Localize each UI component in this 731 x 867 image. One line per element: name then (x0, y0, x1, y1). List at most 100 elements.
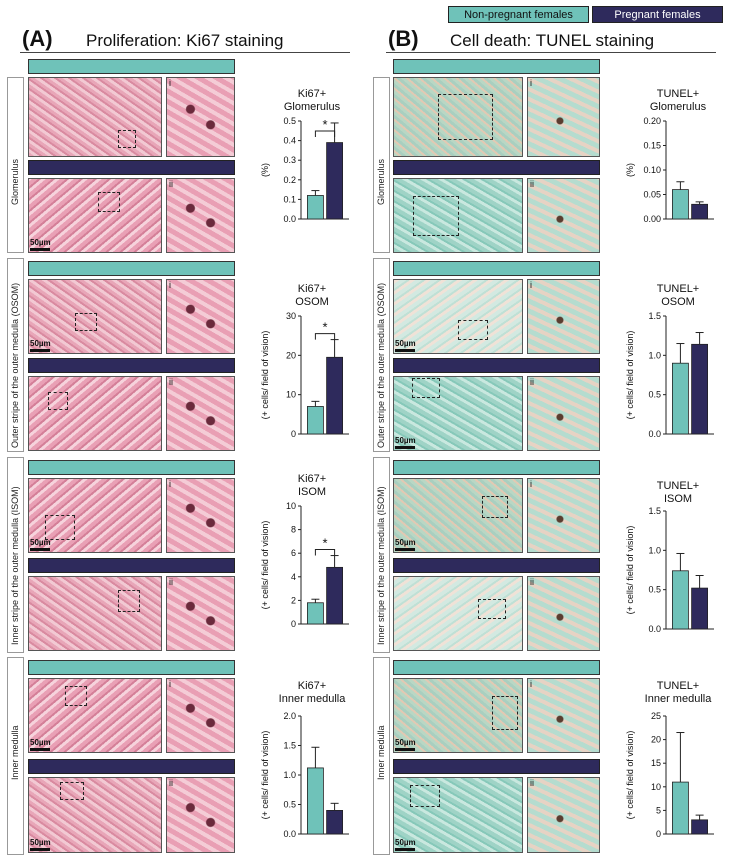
inset-a-osom-ii (166, 376, 235, 451)
y-tick-label: 1.0 (648, 545, 661, 555)
scale-bar-b-isom (395, 548, 415, 551)
y-tick-label: 0.0 (648, 429, 661, 439)
micrograph-a-osom-preg (28, 376, 162, 451)
group-bar-b-glom-preg (393, 160, 600, 175)
inset-a-osom-i (166, 279, 235, 354)
scale-text-a-glom: 50µm (30, 238, 51, 247)
region-frame-a-isom (7, 457, 24, 653)
chart-a4-title-1: Ki67+ (297, 680, 327, 692)
micrograph-b-osom-preg (393, 376, 523, 451)
y-tick-label: 4 (291, 572, 296, 582)
region-label-a-glomerulus: Glomerulus (10, 158, 20, 205)
bar-pregnant (326, 356, 343, 435)
scale-text-b-osom-1: 50µm (395, 339, 416, 348)
chart-a3-title-1: Ki67+ (297, 473, 327, 485)
bar-pregnant (326, 810, 343, 835)
chart-b3: 0.0 0.5 1.0 1.5 (+ cells/ field of vision) (625, 506, 714, 634)
y-axis-label: (%) (625, 163, 635, 177)
y-tick-label: 0.3 (283, 155, 296, 165)
y-tick-label: 20 (651, 735, 661, 745)
bar-non-pregnant (672, 362, 689, 435)
significance-bracket (314, 130, 336, 137)
bar-pregnant (326, 142, 343, 220)
y-tick-label: 1.5 (283, 741, 296, 751)
bar-pregnant (691, 587, 708, 630)
significance-star: * (322, 320, 327, 335)
inset-b-glom-ii (527, 178, 600, 253)
scale-bar-b-osom-1 (395, 349, 415, 352)
scale-bar-b-inner-1 (395, 748, 415, 751)
group-bar-a-glom-nonpreg (28, 59, 235, 74)
group-bar-b-inner-nonpreg (393, 660, 600, 675)
micrograph-b-isom-preg (393, 576, 523, 651)
region-label-a-inner: Inner medulla (10, 725, 20, 780)
y-tick-label: 1.0 (648, 350, 661, 360)
panel-a-title: Proliferation: Ki67 staining (86, 31, 284, 50)
scale-text-b-osom-2: 50µm (395, 436, 416, 445)
zoom-box-b-inner-ii (410, 785, 440, 807)
y-tick-label: 0.15 (643, 141, 661, 151)
zoom-box-a-isom-ii (118, 590, 140, 612)
y-tick-label: 0.10 (643, 165, 661, 175)
zoom-box-a-inner-i (65, 686, 87, 706)
panel-b-rule (386, 52, 716, 53)
group-bar-b-glom-nonpreg (393, 59, 600, 74)
chart-a2-title-1: Ki67+ (297, 283, 327, 295)
zoom-box-a-isom-i (45, 515, 75, 540)
inset-b-osom-ii (527, 376, 600, 451)
zoom-box-a-inner-ii (60, 782, 84, 800)
scale-text-b-isom: 50µm (395, 538, 416, 547)
micrograph-b-inner-nonpreg (393, 678, 523, 753)
scale-text-a-osom-1: 50µm (30, 339, 51, 348)
inset-label-a-glom-ii: ii (169, 179, 173, 189)
micrograph-b-inner-preg (393, 777, 523, 853)
inset-label-a-inner-i: i (169, 679, 171, 689)
chart-a3-title-2: ISOM (297, 486, 327, 498)
group-bar-a-isom-preg (28, 558, 235, 573)
chart-a2: 0 10 20 30 (+ cells/ field of vision) * (260, 311, 349, 439)
chart-a1-title-1: Ki67+ (297, 88, 327, 100)
chart-b2-title-1: TUNEL+ (656, 283, 700, 295)
group-bar-a-glom-preg (28, 160, 235, 175)
legend-pregnant: Pregnant females (592, 6, 723, 23)
chart-title-a2: Ki67+ OSOM (262, 283, 362, 309)
chart-title-b2: TUNEL+ OSOM (628, 283, 728, 309)
y-tick-label: 2.0 (283, 711, 296, 721)
y-tick-label: 30 (286, 311, 296, 321)
bar-non-pregnant (672, 189, 689, 220)
inset-label-a-inner-ii: ii (169, 778, 173, 788)
zoom-box-b-inner-i (492, 696, 518, 730)
region-frame-a-osom (7, 258, 24, 452)
inset-label-a-osom-i: i (169, 280, 171, 290)
y-tick-label: 0 (656, 829, 661, 839)
y-tick-label: 0.4 (283, 136, 296, 146)
y-tick-label: 8 (291, 525, 296, 535)
chart-b2-title-2: OSOM (661, 296, 695, 308)
significance-star: * (322, 536, 327, 551)
zoom-box-b-glom-i (438, 94, 493, 140)
bar-pregnant (691, 819, 708, 835)
y-tick-label: 0.5 (283, 800, 296, 810)
region-label-a-isom: Inner stripe of the outer medulla (ISOM) (10, 486, 20, 645)
zoom-box-a-glom-i (118, 130, 136, 148)
micrograph-b-isom-nonpreg (393, 478, 523, 553)
scale-text-a-inner-1: 50µm (30, 738, 51, 747)
inset-b-glom-i (527, 77, 600, 157)
region-frame-b-isom (373, 457, 390, 653)
group-bar-b-isom-nonpreg (393, 460, 600, 475)
y-tick-label: 0.0 (283, 214, 296, 224)
y-tick-label: 2 (291, 595, 296, 605)
scale-bar-a-inner-1 (30, 748, 50, 751)
chart-title-a1: Ki67+ Glomerulus (262, 88, 362, 114)
bar-non-pregnant (672, 570, 689, 630)
y-tick-label: 20 (286, 350, 296, 360)
region-frame-a-glomerulus (7, 77, 24, 253)
inset-label-b-inner-i: i (530, 679, 532, 689)
group-bar-a-isom-nonpreg (28, 460, 235, 475)
inset-label-b-glom-ii: ii (530, 179, 534, 189)
inset-b-isom-ii (527, 576, 600, 651)
y-tick-label: 0.20 (643, 116, 661, 126)
bar-non-pregnant (307, 767, 324, 835)
zoom-box-b-isom-i (482, 496, 508, 518)
chart-a4-title-2: Inner medulla (278, 693, 346, 705)
